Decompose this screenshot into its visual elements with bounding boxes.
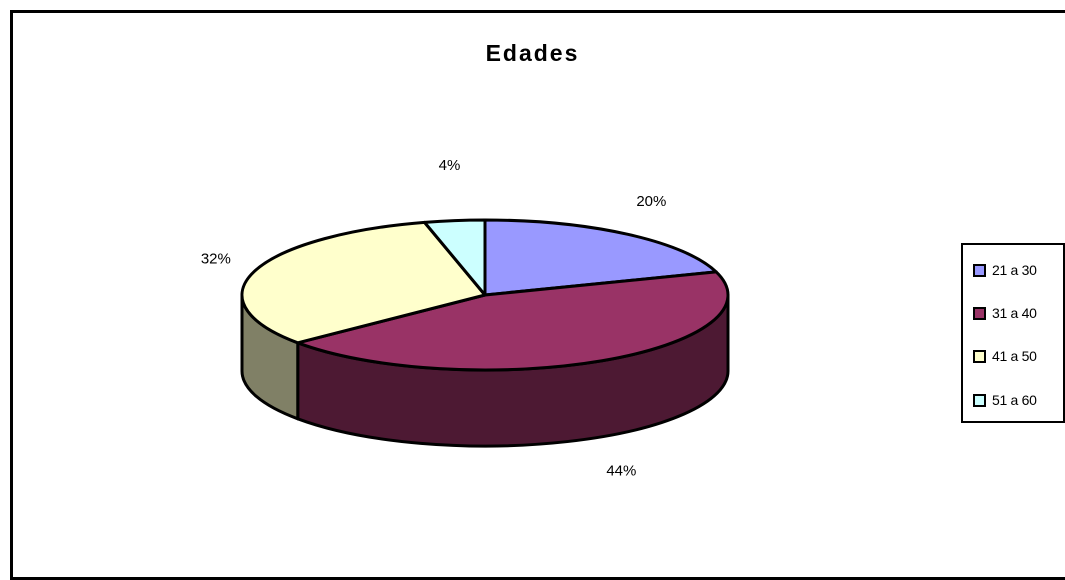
pie-slice bbox=[423, 218, 487, 297]
legend-label: 21 a 30 bbox=[992, 262, 1037, 278]
pie-chart: 20% 44% 32% 4% bbox=[201, 157, 730, 480]
pie-data-label: 4% bbox=[439, 157, 461, 174]
pie-slices bbox=[240, 218, 730, 372]
legend-label: 51 a 60 bbox=[992, 392, 1037, 408]
pie-slice bbox=[240, 220, 487, 345]
legend: 21 a 30 31 a 40 41 a 50 51 a 60 bbox=[961, 243, 1065, 423]
pie-data-label: 44% bbox=[606, 463, 636, 480]
pie-slice bbox=[296, 270, 730, 372]
legend-label: 41 a 50 bbox=[992, 348, 1037, 364]
legend-item: 51 a 60 bbox=[973, 390, 1037, 410]
legend-item: 21 a 30 bbox=[973, 260, 1037, 280]
legend-swatch bbox=[973, 349, 986, 363]
chart-title: Edades bbox=[485, 40, 580, 66]
pie-data-labels: 20% 44% 32% 4% bbox=[201, 157, 667, 480]
legend-label: 31 a 40 bbox=[992, 305, 1037, 321]
legend-swatch bbox=[973, 306, 986, 320]
legend-swatch bbox=[973, 393, 986, 407]
pie-data-label: 20% bbox=[636, 193, 666, 210]
pie-data-label: 32% bbox=[201, 250, 231, 267]
legend-swatch bbox=[973, 263, 986, 277]
legend-item: 41 a 50 bbox=[973, 346, 1037, 366]
legend-item: 31 a 40 bbox=[973, 303, 1037, 323]
